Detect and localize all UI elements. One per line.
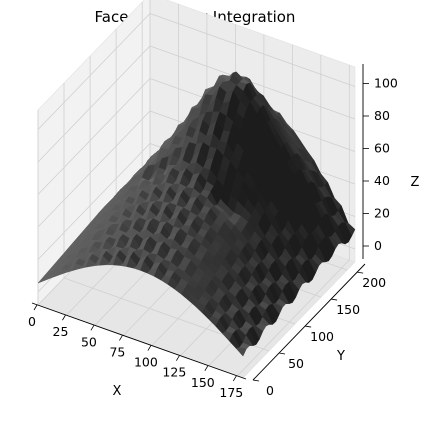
x-tick-mark (147, 345, 152, 351)
y-tick-label: 200 (362, 275, 386, 290)
y-tick-mark (278, 352, 286, 355)
y-gridline (63, 83, 270, 352)
x-tick-mark (232, 375, 237, 382)
x-axis-line (31, 302, 247, 380)
surface-mesh (37, 71, 356, 357)
y-tick-label: 50 (288, 356, 304, 371)
y-tick-mark (305, 325, 312, 328)
y-tick-label: 150 (336, 302, 360, 317)
z-tick-label: 0 (374, 238, 382, 253)
x-tick-label: 25 (53, 324, 69, 339)
x-tick-label: 50 (81, 334, 97, 349)
x-tick-mark (62, 314, 66, 321)
z-axis-label: Z (411, 175, 420, 190)
y-axis-line (252, 263, 366, 381)
x-tick-mark (204, 365, 209, 372)
z-tick-label: 100 (374, 76, 398, 91)
z-tick-label: 80 (374, 108, 390, 123)
z-tick-label: 40 (374, 173, 390, 188)
z-gridline (37, 45, 356, 163)
y-tick-mark (252, 379, 260, 382)
y-tick-label: 100 (310, 329, 334, 344)
y-tick-mark (331, 298, 338, 301)
z-tick-label: 20 (374, 206, 390, 221)
x-tick-mark (90, 325, 95, 331)
surface-face (235, 347, 247, 357)
axis-lines (31, 64, 366, 381)
y-tick-mark (357, 271, 364, 274)
x-tick-label: 150 (191, 375, 215, 390)
x-tick-label: 125 (162, 365, 186, 380)
x-tick-mark (119, 335, 123, 341)
x-gridline (237, 65, 350, 377)
x-tick-label: 75 (109, 344, 125, 359)
x-tick-label: 175 (219, 385, 243, 400)
y-axis-label: Y (336, 349, 345, 364)
x-tick-mark (176, 355, 180, 361)
z-gridline (37, 13, 356, 130)
y-tick-label: 0 (266, 383, 274, 398)
x-tick-label: 100 (134, 355, 158, 370)
z-tick-label: 60 (374, 141, 390, 156)
x-tick-label: 0 (28, 314, 36, 329)
x-tick-mark (33, 304, 38, 311)
x-axis-label: X (113, 384, 122, 399)
